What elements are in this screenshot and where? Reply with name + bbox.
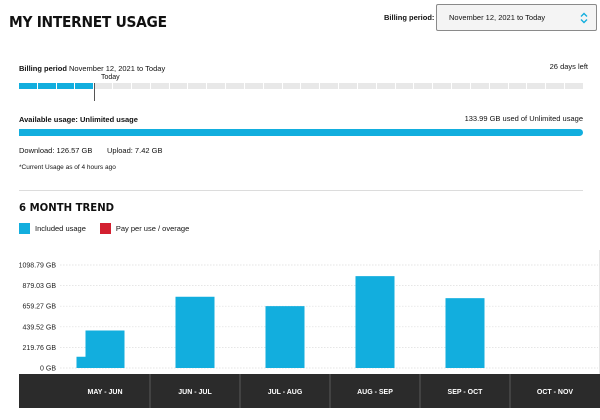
legend-included-label: Included usage (35, 224, 86, 233)
remaining-day-segment (282, 83, 301, 89)
upload-amount: Upload: 7.42 GB (107, 146, 163, 155)
remaining-day-segment (188, 83, 207, 89)
elapsed-day-segment (19, 83, 37, 89)
overage-swatch (99, 223, 111, 234)
today-marker (94, 83, 95, 101)
remaining-day-segment (339, 83, 357, 89)
billing-period-dates: November 12, 2021 to Today (69, 64, 166, 73)
remaining-day-segment (508, 83, 527, 89)
billing-period-label: Billing period: (384, 13, 435, 22)
select-arrows-icon (580, 12, 588, 24)
bar (175, 296, 215, 368)
chart-legend: Included usage Pay per use / overage (19, 223, 203, 234)
y-tick-label: 439.52 GB (23, 324, 57, 331)
legend-overage: Pay per use / overage (99, 223, 190, 234)
remaining-day-segment (169, 83, 188, 89)
billing-period-select-value: November 12, 2021 to Today (449, 13, 546, 22)
remaining-day-segment (207, 83, 226, 89)
today-label: Today (101, 74, 120, 81)
download-amount: Download: 126.57 GB (19, 146, 93, 155)
included-swatch (19, 223, 30, 234)
usage-progress-bar (19, 129, 583, 136)
y-tick-label: 219.76 GB (23, 345, 57, 352)
remaining-day-segment (470, 83, 489, 89)
billing-period-range: Billing period November 12, 2021 to Toda… (19, 64, 165, 73)
billing-period-select[interactable]: November 12, 2021 to Today (436, 4, 597, 31)
bar (355, 276, 395, 368)
x-tick-label: SEP - OCT (448, 389, 484, 396)
x-tick-label: OCT - NOV (537, 389, 573, 396)
used-amount: 133.99 GB used of Unlimited usage (464, 114, 583, 123)
remaining-day-segment (94, 83, 113, 89)
remaining-day-segment (489, 83, 508, 89)
section-divider (19, 190, 583, 191)
legend-overage-label: Pay per use / overage (115, 224, 190, 233)
remaining-day-segment (565, 83, 583, 89)
six-month-trend-chart: 0 GB 219.76 GB 439.52 GB 659.27 GB 879.03 GB… (0, 250, 600, 408)
remaining-day-segment (376, 83, 395, 89)
remaining-day-segment (301, 83, 320, 89)
remaining-day-segment (263, 83, 282, 89)
elapsed-day-segment (75, 83, 94, 89)
x-tick-label: MAY - JUN (87, 389, 122, 396)
y-tick-label: 879.03 GB (23, 283, 57, 290)
bar (445, 298, 485, 368)
days-left: 26 days left (549, 62, 588, 71)
usage-timestamp-note: *Current Usage as of 4 hours ago (19, 164, 116, 171)
elapsed-day-segment (56, 83, 75, 89)
page-title: MY INTERNET USAGE (9, 13, 167, 31)
bar (76, 356, 87, 368)
available-usage-label: Available usage: Unlimited usage (19, 115, 138, 124)
remaining-day-segment (226, 83, 244, 89)
remaining-day-segment (131, 83, 150, 89)
bar (265, 306, 305, 368)
remaining-day-segment (395, 83, 414, 89)
remaining-day-segment (527, 83, 546, 89)
y-tick-label: 659.27 GB (23, 304, 57, 311)
bar (85, 330, 125, 368)
remaining-day-segment (546, 83, 565, 89)
remaining-day-segment (244, 83, 263, 89)
billing-cycle-progress (19, 83, 583, 89)
y-tick-label: 0 GB (40, 366, 56, 373)
y-tick-label: 1098.79 GB (19, 263, 57, 270)
remaining-day-segment (414, 83, 433, 89)
x-tick-label: JUN - JUL (178, 389, 212, 396)
elapsed-day-segment (37, 83, 56, 89)
x-tick-label: JUL - AUG (268, 389, 303, 396)
remaining-day-segment (320, 83, 339, 89)
remaining-day-segment (357, 83, 376, 89)
remaining-day-segment (452, 83, 470, 89)
remaining-day-segment (113, 83, 131, 89)
billing-period-heading: Billing period (19, 64, 67, 73)
remaining-day-segment (150, 83, 169, 89)
x-tick-label: AUG - SEP (357, 389, 393, 396)
legend-included: Included usage (19, 223, 86, 234)
x-axis-band (19, 374, 600, 408)
remaining-day-segment (433, 83, 452, 89)
trend-title: 6 MONTH TREND (19, 201, 115, 214)
